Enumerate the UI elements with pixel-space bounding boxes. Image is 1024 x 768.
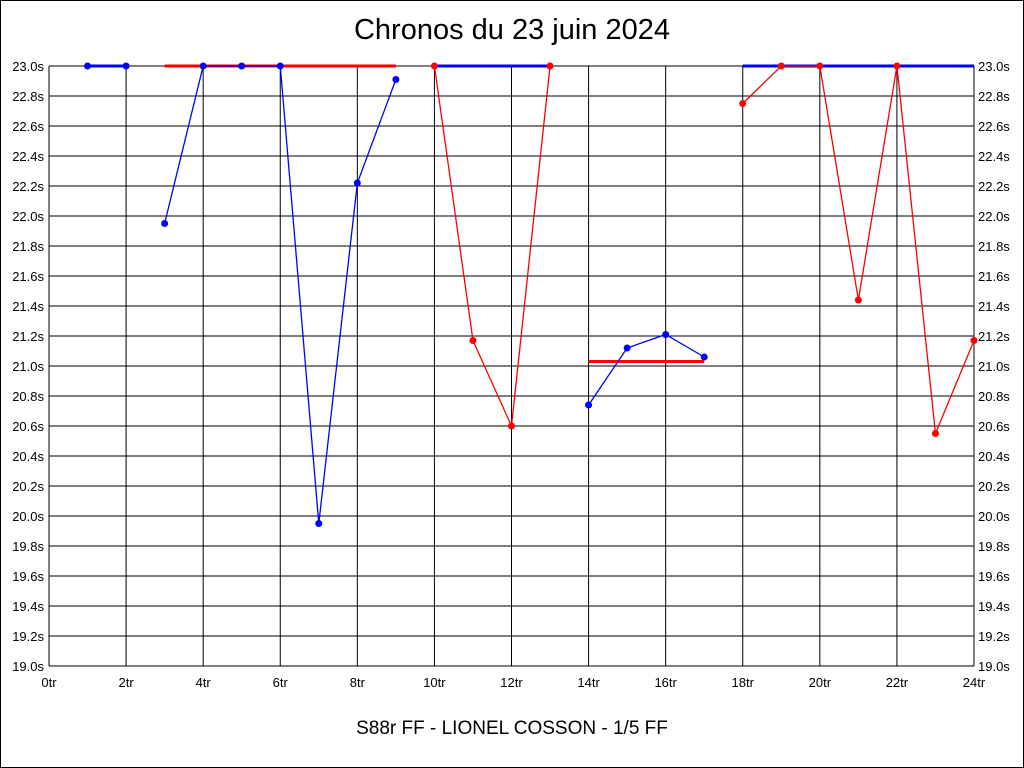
y-tick-label-left: 19.0s — [12, 659, 44, 674]
y-tick-label-left: 23.0s — [12, 59, 44, 74]
reference-lines — [87, 64, 974, 363]
data-point — [970, 337, 978, 344]
y-tick-label-right: 20.0s — [978, 509, 1010, 524]
data-point — [777, 62, 785, 70]
y-tick-label-right: 19.2s — [978, 629, 1010, 644]
y-tick-label-left: 21.0s — [12, 359, 44, 374]
data-point — [739, 100, 747, 107]
x-tick-label: 12tr — [500, 675, 523, 690]
y-tick-label-left: 22.4s — [12, 149, 44, 164]
x-tick-label: 6tr — [273, 675, 289, 690]
y-tick-label-right: 21.8s — [978, 239, 1010, 254]
y-tick-label-right: 22.2s — [978, 179, 1010, 194]
y-tick-label-right: 20.4s — [978, 449, 1010, 464]
data-point — [508, 422, 515, 430]
y-tick-label-left: 21.6s — [12, 269, 44, 284]
y-tick-label-right: 23.0s — [978, 59, 1010, 74]
y-tick-label-right: 21.6s — [978, 269, 1010, 284]
y-tick-label-right: 22.4s — [978, 149, 1010, 164]
data-point — [315, 520, 323, 527]
data-point — [353, 179, 361, 187]
y-tick-label-left: 19.6s — [12, 569, 44, 584]
y-tick-label-left: 20.0s — [12, 509, 44, 524]
y-tick-label-right: 22.6s — [978, 119, 1010, 134]
y-tick-label-left: 20.8s — [12, 389, 44, 404]
x-tick-label: 16tr — [654, 675, 677, 690]
x-tick-label: 10tr — [423, 675, 446, 690]
data-point — [893, 62, 901, 70]
y-tick-label-right: 19.6s — [978, 569, 1010, 584]
y-tick-label-right: 19.4s — [978, 599, 1010, 614]
x-tick-label: 2tr — [118, 675, 134, 690]
tick-labels: 19.0s 19.0s 19.2s 19.2s 19.4s 19.4s 19.6s 19.6s… — [12, 59, 1010, 690]
data-point — [122, 62, 130, 70]
y-tick-label-right: 21.2s — [978, 329, 1010, 344]
data-point — [816, 62, 824, 70]
y-tick-label-right: 20.2s — [978, 479, 1010, 494]
data-point — [392, 76, 400, 83]
data-point — [854, 296, 862, 304]
data-point — [469, 337, 477, 344]
y-tick-label-left: 21.8s — [12, 239, 44, 254]
series-line — [588, 333, 705, 406]
data-point — [276, 62, 284, 70]
data-point — [585, 401, 593, 409]
data-point — [700, 353, 708, 361]
data-point — [623, 344, 631, 352]
data-point — [161, 220, 169, 227]
data-point — [430, 62, 438, 70]
data-point — [931, 430, 939, 437]
x-tick-label: 4tr — [196, 675, 212, 690]
x-tick-label: 8tr — [350, 675, 366, 690]
y-tick-label-left: 20.6s — [12, 419, 44, 434]
y-tick-label-right: 19.0s — [978, 659, 1010, 674]
y-tick-label-left: 19.4s — [12, 599, 44, 614]
y-tick-label-right: 21.0s — [978, 359, 1010, 374]
y-tick-label-right: 20.6s — [978, 419, 1010, 434]
data-point — [662, 331, 670, 338]
y-tick-label-left: 20.2s — [12, 479, 44, 494]
y-tick-label-left: 22.6s — [12, 119, 44, 134]
data-point — [199, 62, 207, 70]
y-tick-label-right: 22.0s — [978, 209, 1010, 224]
x-tick-label: 22tr — [886, 675, 909, 690]
y-tick-label-right: 22.8s — [978, 89, 1010, 104]
grid-layer — [48, 65, 975, 667]
chart-subtitle: S88r FF - LIONEL COSSON - 1/5 FF — [356, 718, 668, 739]
y-tick-label-left: 21.2s — [12, 329, 44, 344]
y-tick-label-left: 19.2s — [12, 629, 44, 644]
series-layer — [84, 62, 978, 527]
x-tick-label: 18tr — [732, 675, 755, 690]
data-point — [84, 62, 92, 70]
x-tick-label: 24tr — [963, 675, 986, 690]
y-tick-label-right: 21.4s — [978, 299, 1010, 314]
y-tick-label-right: 19.8s — [978, 539, 1010, 554]
x-tick-label: 14tr — [577, 675, 600, 690]
data-point — [546, 62, 554, 70]
y-tick-label-left: 22.2s — [12, 179, 44, 194]
chart-title: Chronos du 23 juin 2024 — [353, 14, 670, 46]
series-line — [742, 65, 975, 434]
y-tick-label-right: 20.8s — [978, 389, 1010, 404]
data-point — [238, 62, 246, 70]
series-line — [433, 65, 551, 429]
y-tick-label-left: 22.0s — [12, 209, 44, 224]
x-tick-label: 20tr — [809, 675, 832, 690]
y-tick-label-left: 22.8s — [12, 89, 44, 104]
y-tick-label-left: 21.4s — [12, 299, 44, 314]
y-tick-label-left: 20.4s — [12, 449, 44, 464]
x-tick-label: 0tr — [41, 675, 57, 690]
y-tick-label-left: 19.8s — [12, 539, 44, 554]
